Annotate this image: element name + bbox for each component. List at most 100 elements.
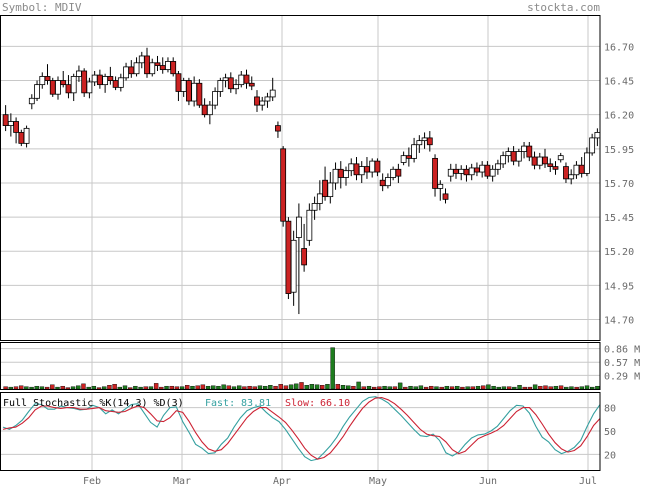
volume-bar: [455, 385, 460, 390]
volume-bar: [527, 386, 533, 390]
volume-bar: [278, 384, 283, 390]
candle-body: [222, 77, 229, 81]
candle-body: [526, 145, 533, 158]
candle-body: [295, 216, 302, 238]
candle-body: [337, 168, 344, 178]
volume-bar: [70, 386, 76, 390]
candle-body: [521, 145, 527, 152]
volume-bar: [309, 384, 315, 390]
candle-body: [49, 80, 56, 95]
candle-body: [91, 74, 98, 83]
candle-body: [390, 168, 397, 178]
volume-bar: [371, 386, 377, 390]
volume-bar: [216, 385, 221, 390]
candle-body: [212, 91, 218, 106]
candle-body: [453, 168, 459, 174]
volume-bar: [3, 386, 8, 390]
candle-body: [379, 179, 386, 187]
volume-bar: [569, 386, 574, 390]
y-tick-label: 16.20: [604, 111, 634, 122]
volume-bar: [470, 386, 476, 390]
volume-bar: [299, 382, 304, 390]
candle-body: [364, 166, 370, 173]
candle-body: [447, 168, 454, 177]
volume-bar: [413, 386, 418, 390]
y-tick-label: 80: [604, 404, 616, 415]
volume-bar: [8, 386, 13, 390]
candle-body: [102, 76, 109, 86]
candle-body: [191, 82, 198, 102]
volume-bar: [242, 386, 247, 390]
grid-lines: [0, 15, 600, 470]
y-tick-label: 20: [604, 450, 616, 461]
volume-bar: [335, 384, 341, 390]
candle-body: [547, 163, 554, 167]
volume-bar: [584, 385, 590, 390]
candle-body: [515, 151, 522, 162]
candle-body: [269, 89, 276, 98]
volume-bar: [127, 387, 133, 390]
candle-body: [536, 156, 543, 166]
volume-bar: [481, 385, 486, 390]
price-panel: [2, 47, 601, 315]
candle-body: [385, 177, 391, 187]
site-label[interactable]: stockta.com: [527, 1, 600, 14]
y-tick-label: 0.29 M: [604, 371, 640, 382]
candle-body: [259, 100, 266, 106]
candle-body: [7, 121, 14, 127]
y-tick-label: 16.70: [604, 42, 634, 53]
candle-body: [159, 65, 166, 71]
volume-bar: [288, 384, 294, 390]
volume-bar: [439, 386, 444, 390]
volume-bar: [320, 385, 325, 390]
candle-body: [316, 193, 323, 204]
y-tick-label: 15.20: [604, 247, 634, 258]
candle-body: [573, 164, 580, 176]
candle-body: [55, 80, 61, 95]
candle-body: [81, 70, 88, 94]
candle-body: [374, 160, 381, 173]
fast-value: 83.81: [241, 398, 271, 409]
volume-bar: [237, 385, 242, 390]
volume-bar: [112, 384, 117, 390]
volume-bar: [543, 385, 548, 390]
candle-body: [107, 76, 114, 81]
candle-body: [196, 82, 203, 106]
volume-bar: [314, 384, 320, 390]
volume-bar: [211, 385, 216, 390]
candle-body: [18, 132, 25, 144]
volume-bar: [361, 386, 366, 390]
x-tick-label: Feb: [83, 476, 101, 486]
candle-body: [248, 82, 255, 87]
candle-body: [175, 73, 182, 92]
volume-bar: [579, 386, 585, 390]
candle-body: [2, 114, 9, 127]
volume-bar: [366, 385, 372, 390]
y-tick-label: 50: [604, 427, 616, 438]
candle-body: [243, 74, 250, 84]
volume-bar: [346, 385, 351, 390]
volume-bar: [50, 384, 55, 390]
volume-bar: [449, 386, 455, 390]
volume-bar: [512, 386, 517, 390]
volume-bar: [117, 386, 122, 390]
candle-body: [405, 155, 412, 159]
candle-body: [233, 84, 239, 90]
candle-body: [594, 132, 601, 139]
volume-bar: [169, 385, 174, 390]
candle-body: [437, 183, 444, 189]
candle-body: [500, 155, 507, 165]
candle-body: [306, 209, 313, 241]
fast-label: Fast:: [205, 398, 235, 409]
candle-body: [76, 70, 82, 77]
candle-body: [290, 239, 297, 293]
candle-body: [254, 96, 260, 106]
candle-body: [358, 166, 365, 176]
candle-body: [468, 167, 475, 176]
volume-bar: [564, 386, 569, 390]
volume-bar: [434, 386, 439, 390]
volume-bar: [179, 386, 185, 390]
volume-bar: [486, 384, 491, 390]
